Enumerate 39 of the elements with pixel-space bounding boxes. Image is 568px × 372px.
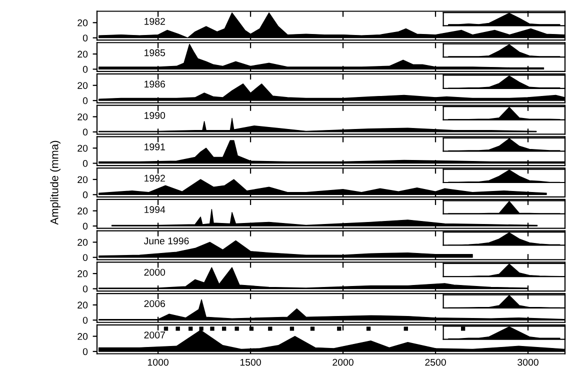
x-tick-label: 3000 [518, 358, 538, 366]
x-tick-label: 2500 [425, 358, 446, 366]
text: June 1996 [144, 237, 189, 244]
y-tick-label: 0 [82, 316, 88, 324]
y-tick-label: 20 [78, 208, 88, 214]
x-tick-label: 1000 [148, 358, 168, 366]
text: 1992 [144, 174, 165, 182]
text: 1982 [144, 18, 165, 25]
y-tick-label: 20 [78, 19, 88, 26]
y-tick-label: 0 [82, 285, 88, 292]
text: 1986 [144, 80, 165, 88]
y-tick-label: 0 [82, 34, 88, 42]
text: 2000 [144, 268, 166, 276]
text: 1994 [144, 206, 166, 214]
y-tick-label: 0 [82, 191, 88, 198]
text: 1991 [144, 143, 165, 150]
x-tick-label: 2000 [332, 358, 354, 366]
y-tick-label: 0 [82, 348, 88, 356]
y-tick-label: 0 [82, 128, 88, 136]
x-tick-label: 1500 [240, 358, 261, 366]
y-tick-label: 20 [78, 302, 88, 309]
y-tick-label: 20 [78, 113, 88, 120]
y-tick-label: 20 [78, 238, 88, 246]
y-tick-label: 20 [78, 144, 88, 152]
text: 1990 [144, 112, 166, 119]
y-tick-label: 0 [82, 254, 88, 261]
y-axis-title: Amplitude (mma) [50, 140, 60, 225]
y-tick-label: 20 [78, 333, 88, 340]
y-tick-label: 20 [78, 82, 88, 89]
y-tick-label: 0 [82, 97, 88, 104]
text: 1985 [144, 49, 166, 56]
y-tick-label: 20 [78, 50, 88, 58]
text: 2006 [144, 300, 165, 308]
y-tick-label: 0 [82, 160, 88, 167]
y-tick-label: 20 [78, 176, 88, 184]
y-tick-label: 20 [78, 270, 88, 278]
text: 2007 [144, 332, 165, 338]
y-tick-label: 0 [82, 66, 88, 73]
y-tick-label: 0 [82, 222, 88, 230]
